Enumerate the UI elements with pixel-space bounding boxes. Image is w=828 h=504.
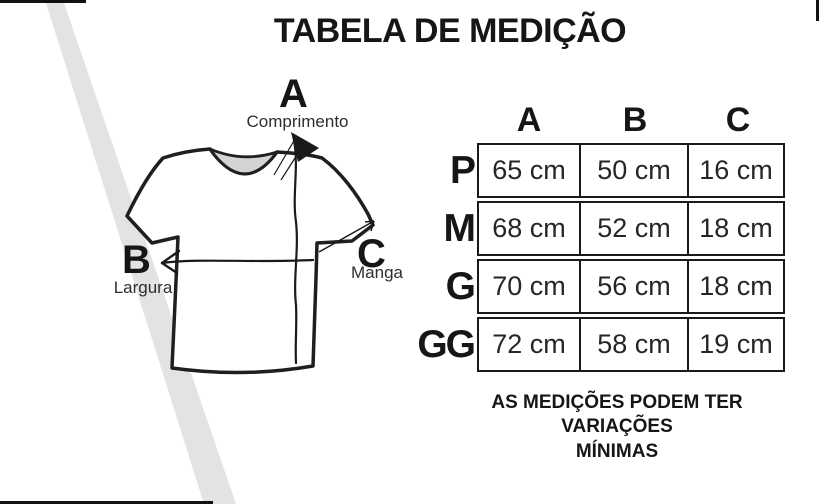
label-comprimento: Comprimento <box>246 112 349 131</box>
cell-m-a: 68 cm <box>492 213 566 243</box>
cell-g-b: 56 cm <box>579 261 687 312</box>
cell-g-c: 18 cm <box>687 261 783 312</box>
column-header-a: A <box>516 101 542 139</box>
row-cells: 72 cm 58 cm 19 cm <box>477 317 785 372</box>
length-arrow-sketch-lines <box>273 138 303 181</box>
sleeve-measure-line <box>318 220 375 253</box>
length-measure-line <box>292 138 298 365</box>
cell-p-c: 16 cm <box>687 145 783 196</box>
cell-p-a: 65 cm <box>492 155 566 185</box>
top-edge-crop-line <box>0 0 86 3</box>
sleeve-arrow-icon <box>364 220 375 232</box>
row-label-gg: GG <box>417 323 476 366</box>
row-label-p: P <box>449 149 476 192</box>
row-cells: 65 cm 50 cm 16 cm <box>477 143 785 198</box>
footnote: AS MEDIÇÕES PODEM TER VARIAÇÕES MÍNIMAS <box>437 391 797 464</box>
table-row-gg: GG 72 cm 58 cm 19 cm <box>416 317 788 372</box>
cell-gg-c: 19 cm <box>687 319 783 370</box>
label-largura: Largura <box>113 278 173 297</box>
cell-gg-a: 72 cm <box>492 329 566 359</box>
footnote-line-1: AS MEDIÇÕES PODEM TER VARIAÇÕES <box>491 392 743 438</box>
cell-gg-b: 58 cm <box>579 319 687 370</box>
cell-g-a: 70 cm <box>492 271 566 301</box>
width-measure-line <box>160 258 315 265</box>
size-table-header: A B C <box>478 98 786 143</box>
label-letter-b: B <box>122 238 151 282</box>
column-header-b: B <box>622 101 648 139</box>
label-letter-a: A <box>279 72 308 116</box>
cell-m-c: 18 cm <box>687 203 783 254</box>
table-row-m: M 68 cm 52 cm 18 cm <box>416 201 788 256</box>
table-row-g: G 70 cm 56 cm 18 cm <box>416 259 788 314</box>
column-header-c: C <box>725 101 751 139</box>
cell-m-b: 52 cm <box>579 203 687 254</box>
tshirt-diagram <box>125 132 375 375</box>
page-title: TABELA DE MEDIÇÃO <box>273 12 627 50</box>
size-table: A B C P 65 cm 50 cm 16 cm M 68 cm 52 cm … <box>416 98 788 375</box>
right-edge-crop-line <box>816 0 819 21</box>
cell-p-b: 50 cm <box>579 145 687 196</box>
footnote-line-2: MÍNIMAS <box>575 440 659 462</box>
label-letter-c: C <box>357 232 386 276</box>
row-cells: 70 cm 56 cm 18 cm <box>477 259 785 314</box>
length-arrow-icon <box>291 132 319 162</box>
table-row-p: P 65 cm 50 cm 16 cm <box>416 143 788 198</box>
row-label-g: G <box>445 265 476 308</box>
row-label-m: M <box>443 207 477 250</box>
bottom-edge-crop-line <box>0 501 213 504</box>
label-manga: Manga <box>351 263 403 282</box>
tshirt-collar <box>208 147 279 176</box>
row-cells: 68 cm 52 cm 18 cm <box>477 201 785 256</box>
width-arrow-icon <box>160 249 181 275</box>
